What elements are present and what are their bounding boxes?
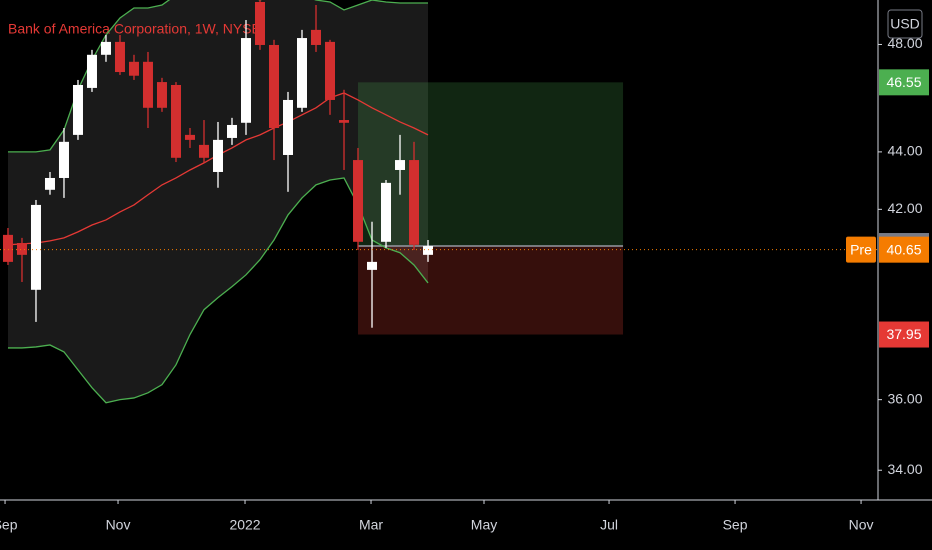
candle-body xyxy=(268,44,279,128)
x-tick-label: Sep xyxy=(0,517,18,533)
candle-body xyxy=(339,120,350,123)
price-tag xyxy=(879,69,929,96)
candle-body xyxy=(16,243,27,255)
x-tick-label: Nov xyxy=(106,517,131,533)
candle-body xyxy=(128,61,139,76)
candle-body xyxy=(311,29,322,45)
candle-body xyxy=(44,177,55,190)
y-tick-label: 42.00 xyxy=(887,200,922,216)
candle-body xyxy=(30,204,41,290)
price-tag xyxy=(879,236,929,263)
candle-body xyxy=(114,41,125,73)
candle-body xyxy=(72,84,83,135)
x-tick-label: 2022 xyxy=(229,517,260,533)
candle-body xyxy=(198,144,209,158)
candle-body xyxy=(58,141,69,178)
candle-body xyxy=(325,41,336,100)
candle-body xyxy=(170,84,181,158)
x-tick-label: Sep xyxy=(723,517,748,533)
price-tag-label: 37.95 xyxy=(886,326,921,342)
price-tag xyxy=(879,321,929,348)
plot-area: Bank of America Corporation, 1W, NYSE xyxy=(0,0,878,404)
candle-body xyxy=(2,234,13,262)
candle-body xyxy=(395,160,406,170)
y-tick-label: 44.00 xyxy=(887,143,922,159)
candle-body xyxy=(184,134,195,140)
price-tag-label: 46.55 xyxy=(886,74,921,90)
price-tag-label: 40.65 xyxy=(886,241,921,257)
x-tick-label: Jul xyxy=(600,517,618,533)
prefix-label: Pre xyxy=(850,241,872,257)
loss-zone xyxy=(358,246,624,335)
candle-body xyxy=(282,99,293,155)
candle-body xyxy=(100,41,111,55)
candle-body xyxy=(423,246,434,255)
prefix-tag xyxy=(846,236,876,263)
band-fill xyxy=(7,0,429,403)
y-tick-label: 36.00 xyxy=(887,390,922,406)
candle-body xyxy=(297,38,308,108)
candle-body xyxy=(156,82,167,108)
x-tick-label: May xyxy=(471,517,497,533)
candle-body xyxy=(86,54,97,88)
candle-body xyxy=(353,160,364,242)
currency-box xyxy=(887,9,923,39)
currency-label: USD xyxy=(890,16,920,32)
candle-body xyxy=(240,38,251,123)
candle-body xyxy=(409,160,420,245)
candle-body xyxy=(381,182,392,242)
x-tick-label: Nov xyxy=(849,517,874,533)
candle-body xyxy=(254,1,265,45)
candle-body xyxy=(212,139,223,172)
candle-body xyxy=(226,124,237,138)
y-tick-label: 48.00 xyxy=(887,35,922,51)
candle-body xyxy=(142,61,153,108)
candle-body xyxy=(367,261,378,270)
axes: 48.00 44.00 42.00 36.00 34.00 Sep Nov 2022 Mar Ma… xyxy=(0,9,929,533)
y-tick-label: 34.00 xyxy=(887,461,922,477)
x-tick-label: Mar xyxy=(359,517,383,533)
chart-title: Bank of America Corporation, 1W, NYSE xyxy=(8,21,261,37)
